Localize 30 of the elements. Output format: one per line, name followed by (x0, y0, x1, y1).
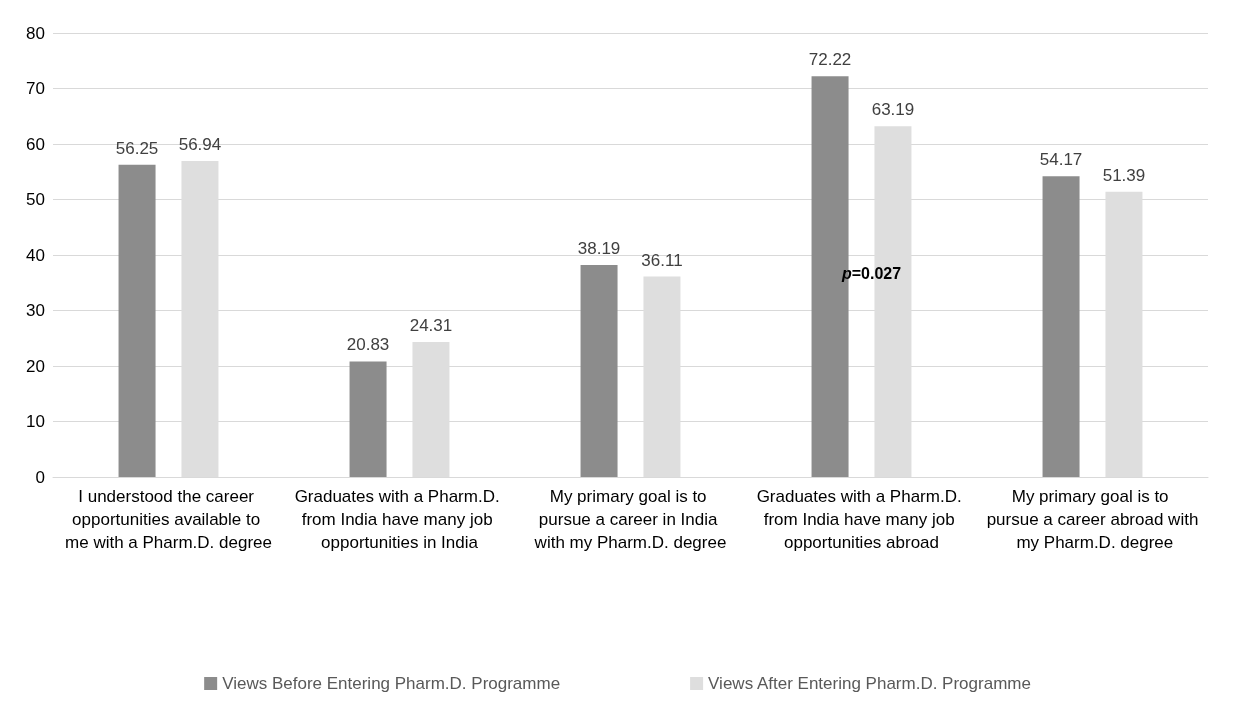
bar (1042, 176, 1080, 477)
x-tick-label: My primary goal is to pursue a career abroad with my Pharm.D. degree (986, 487, 1199, 552)
data-label: 51.39 (1102, 165, 1146, 185)
data-label: 20.83 (346, 335, 390, 355)
y-tick-label: 70 (26, 79, 45, 98)
y-tick-label: 50 (26, 190, 45, 209)
data-label: 72.22 (808, 50, 852, 70)
y-tick-label: 20 (26, 356, 45, 376)
legend-label: Views Before Entering Pharm.D. Programme (222, 674, 561, 693)
y-tick-label: 30 (26, 301, 45, 320)
y-tick-label: 0 (35, 467, 45, 487)
bar (580, 265, 618, 477)
y-tick-label: 10 (26, 412, 45, 431)
y-tick-label: 60 (26, 134, 45, 154)
data-label: 24.31 (409, 316, 453, 336)
data-label: 38.19 (577, 239, 621, 259)
data-label: 56.94 (178, 134, 222, 154)
data-label: 54.17 (1039, 150, 1083, 170)
data-label: 56.25 (115, 138, 159, 158)
x-tick-label: My primary goal is to pursue a career in India with my Pharm.D. degree (533, 487, 727, 552)
data-label: 63.19 (871, 100, 915, 120)
y-tick-label: 40 (26, 245, 45, 265)
bar (349, 361, 387, 477)
bar (118, 164, 156, 477)
x-tick-label: Graduates with a Pharm.D. from India have many job opportunities in India (294, 487, 505, 552)
legend-label: Views After Entering Pharm.D. Programme (708, 674, 1031, 693)
x-tick-label: I understood the career opportunities available to me with a Pharm.D. degree (65, 487, 272, 552)
y-tick-label: 80 (26, 23, 45, 43)
x-tick-label: Graduates with a Pharm.D. from India have many job opportunities abroad (756, 487, 967, 552)
data-label: 36.11 (641, 250, 683, 270)
